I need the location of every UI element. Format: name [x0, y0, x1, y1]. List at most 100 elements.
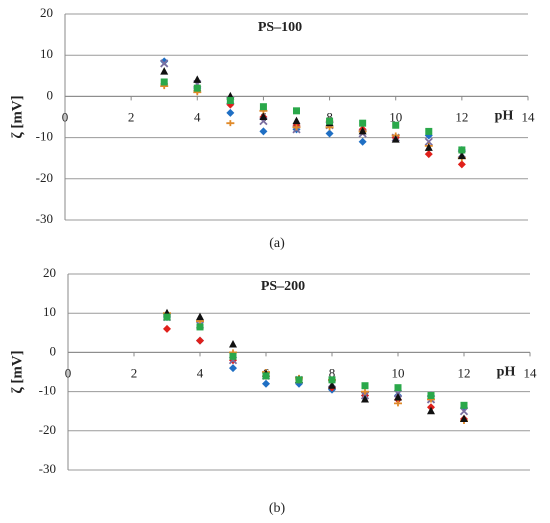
marker: [163, 313, 171, 321]
y-tick-label: 10: [43, 304, 56, 319]
marker: [460, 414, 468, 423]
marker: [392, 121, 400, 129]
marker: [259, 127, 268, 136]
marker: [163, 324, 171, 333]
marker: [229, 340, 237, 348]
marker: [160, 57, 169, 66]
marker: [427, 392, 435, 400]
marker: [394, 392, 402, 401]
x-tick-label: 14: [522, 109, 536, 124]
x-tick-label: 4: [197, 365, 204, 380]
marker: [292, 124, 301, 131]
marker: [293, 107, 300, 115]
marker: [458, 146, 466, 154]
marker: [359, 119, 367, 127]
marker: [262, 372, 270, 380]
marker: [160, 78, 168, 86]
marker: [229, 352, 237, 360]
marker: [424, 137, 433, 146]
marker: [394, 384, 402, 392]
marker: [226, 108, 235, 117]
marker: [394, 400, 402, 407]
series: [160, 78, 466, 154]
x-tick-label: 14: [524, 365, 538, 380]
series: [163, 313, 468, 409]
marker: [196, 323, 204, 331]
caption: (b): [269, 501, 286, 516]
series: [160, 80, 466, 169]
x-tick-label: 8: [329, 365, 336, 380]
series: [163, 313, 468, 412]
series: [160, 67, 466, 160]
series: [160, 83, 466, 162]
marker: [358, 137, 367, 146]
marker: [361, 388, 369, 395]
x-tick-label: 12: [458, 365, 471, 380]
marker: [226, 97, 234, 105]
x-tick-label: 10: [389, 109, 402, 124]
x-tick-label: 0: [65, 365, 72, 380]
x-tick-label: 12: [455, 109, 468, 124]
marker: [427, 406, 435, 415]
series: [162, 312, 469, 416]
series: [163, 308, 468, 423]
y-tick-label: 0: [47, 87, 54, 102]
marker: [425, 127, 433, 135]
x-tick-label: 10: [392, 365, 405, 380]
y-axis-label: ζ [mV]: [9, 95, 25, 138]
marker: [328, 381, 336, 389]
marker: [424, 143, 433, 151]
marker: [229, 364, 237, 373]
y-tick-label: 20: [43, 265, 56, 280]
marker: [358, 126, 367, 135]
y-tick-label: -20: [39, 422, 56, 437]
series: [163, 310, 468, 424]
x-tick-label: 8: [326, 109, 333, 124]
marker: [457, 151, 466, 160]
y-tick-label: -30: [36, 211, 53, 226]
y-tick-label: -10: [36, 129, 53, 144]
x-axis-label: pH: [495, 109, 514, 124]
marker: [295, 376, 303, 384]
marker: [259, 103, 267, 111]
marker: [259, 112, 268, 120]
marker: [160, 67, 169, 75]
x-tick-label: 4: [194, 109, 201, 124]
marker: [361, 382, 369, 390]
marker: [457, 160, 466, 169]
y-tick-label: 10: [40, 46, 53, 61]
y-tick-label: -10: [39, 383, 56, 398]
marker: [160, 59, 169, 68]
marker: [325, 129, 334, 138]
marker: [328, 376, 336, 384]
caption: (a): [269, 236, 285, 251]
marker: [226, 120, 235, 127]
marker: [459, 407, 469, 416]
y-tick-label: 20: [40, 5, 53, 20]
x-tick-label: 2: [128, 109, 135, 124]
y-axis-label: ζ [mV]: [9, 350, 25, 393]
marker: [292, 116, 301, 125]
series: [160, 57, 466, 154]
marker: [424, 150, 433, 159]
marker: [262, 379, 270, 388]
marker: [326, 117, 334, 125]
x-axis-label: pH: [497, 365, 516, 380]
y-tick-label: 0: [50, 343, 57, 358]
marker: [196, 312, 204, 321]
y-tick-label: -30: [39, 461, 56, 476]
chart-title: PS–200: [261, 279, 305, 294]
marker: [361, 394, 369, 403]
marker: [391, 135, 400, 143]
y-tick-label: -20: [36, 170, 53, 185]
marker: [196, 336, 204, 345]
series: [160, 59, 466, 159]
marker: [193, 75, 202, 83]
x-tick-label: 2: [131, 365, 138, 380]
marker: [193, 84, 201, 92]
series: [163, 324, 468, 424]
chart-title: PS–100: [258, 20, 302, 35]
marker: [460, 401, 468, 409]
x-tick-label: 0: [62, 109, 69, 124]
